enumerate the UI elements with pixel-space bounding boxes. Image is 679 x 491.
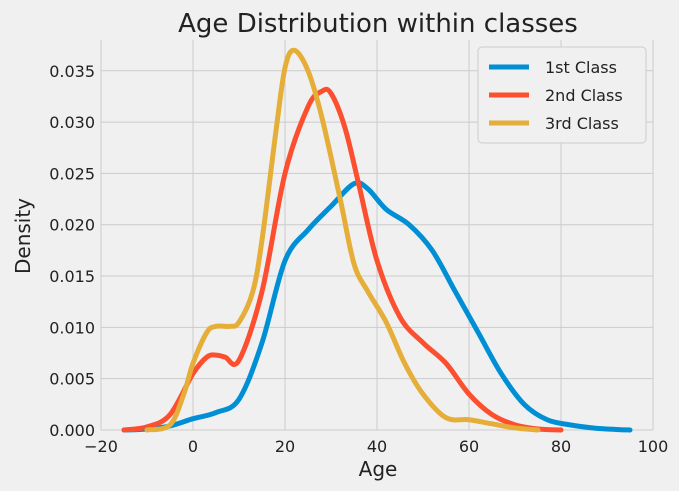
series-line-3rd-class	[144, 47, 541, 433]
x-tick-label: 20	[275, 437, 295, 456]
legend-label-2nd-class: 2nd Class	[545, 86, 623, 105]
y-tick-label: 0.035	[49, 62, 95, 81]
y-tick-label: 0.025	[49, 164, 95, 183]
y-tick-label: 0.030	[49, 113, 95, 132]
x-tick-label: 60	[459, 437, 479, 456]
y-tick-label: 0.000	[49, 421, 95, 440]
x-tick-label: 100	[638, 437, 669, 456]
x-axis-label: Age	[359, 457, 398, 481]
legend-box	[477, 46, 647, 144]
legend-label-1st-class: 1st Class	[545, 58, 617, 77]
chart-title: Age Distribution within classes	[178, 9, 578, 39]
y-axis-label: Density	[11, 198, 35, 274]
series-line-1st-class	[121, 180, 633, 433]
y-tick-label: 0.015	[49, 267, 95, 286]
legend: 1st Class 2nd Class 3rd Class	[477, 46, 647, 144]
series-line-2nd-class	[121, 86, 564, 433]
x-tick-label: 80	[551, 437, 571, 456]
y-tick-label: 0.005	[49, 370, 95, 389]
y-tick-label: 0.020	[49, 216, 95, 235]
y-tick-label: 0.010	[49, 318, 95, 337]
x-tick-labels: −20 0 20 40 60 80 100	[84, 437, 668, 456]
x-tick-label: −20	[84, 437, 118, 456]
legend-label-3rd-class: 3rd Class	[545, 114, 619, 133]
y-tick-labels: 0.000 0.005 0.010 0.015 0.020 0.025 0.030 0.035	[49, 62, 95, 440]
x-tick-label: 40	[367, 437, 387, 456]
x-tick-label: 0	[188, 437, 198, 456]
series-lines	[121, 47, 633, 433]
